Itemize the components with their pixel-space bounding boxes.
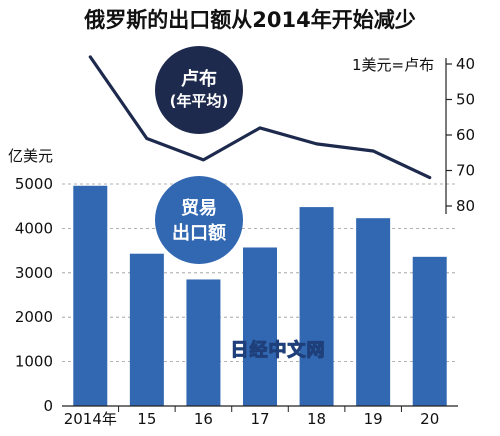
left-tick-label: 0 <box>43 397 53 415</box>
right-tick-label: 70 <box>456 162 475 180</box>
x-tick-label: 15 <box>137 410 156 428</box>
right-tick-label: 50 <box>456 91 475 109</box>
x-tick-label: 16 <box>194 410 213 428</box>
trade-bubble-sublabel: 出口额 <box>172 222 226 244</box>
chart-title: 俄罗斯的出口额从2014年开始减少 <box>83 8 415 32</box>
left-tick-label: 5000 <box>15 175 53 193</box>
x-axis-ticks: 2014年 15 16 17 18 19 20 <box>64 406 439 428</box>
ruble-bubble-sublabel: (年平均) <box>170 92 229 110</box>
left-tick-label: 4000 <box>15 219 53 237</box>
trade-bubble: 贸易 出口额 <box>155 176 243 264</box>
right-tick-label: 80 <box>456 197 475 215</box>
right-tick-label: 60 <box>456 126 475 144</box>
x-tick-label: 2014年 <box>64 410 117 428</box>
export-bar-1 <box>129 253 164 406</box>
right-axis-ticks: 40 50 60 70 80 <box>446 55 475 215</box>
export-bar-6 <box>412 256 447 406</box>
ruble-bubble: 卢布 (年平均) <box>155 46 243 134</box>
x-tick-label: 20 <box>420 410 439 428</box>
ruble-line <box>88 55 432 180</box>
ruble-line-layer <box>88 55 432 180</box>
watermark-text: 日经中文网 <box>231 339 326 361</box>
export-bar-0 <box>73 185 108 406</box>
x-tick-label: 19 <box>364 410 383 428</box>
export-bar-3 <box>243 247 277 406</box>
export-bars <box>73 185 447 406</box>
trade-bubble-label: 贸易 <box>181 197 217 219</box>
x-tick-label: 18 <box>307 410 326 428</box>
left-tick-label: 2000 <box>15 308 53 326</box>
left-axis-unit: 亿美元 <box>8 147 53 165</box>
left-tick-label: 3000 <box>15 264 53 282</box>
left-tick-label: 1000 <box>15 353 53 371</box>
right-tick-label: 40 <box>456 55 475 73</box>
export-bar-5 <box>356 218 391 406</box>
right-axis-unit: 1美元=卢布 <box>352 56 434 74</box>
export-bar-4 <box>299 207 334 406</box>
export-bar-2 <box>186 279 221 406</box>
ruble-bubble-label: 卢布 <box>181 68 217 90</box>
left-axis-ticks: 0 1000 2000 3000 4000 5000 <box>15 175 53 415</box>
x-tick-label: 17 <box>250 410 269 428</box>
